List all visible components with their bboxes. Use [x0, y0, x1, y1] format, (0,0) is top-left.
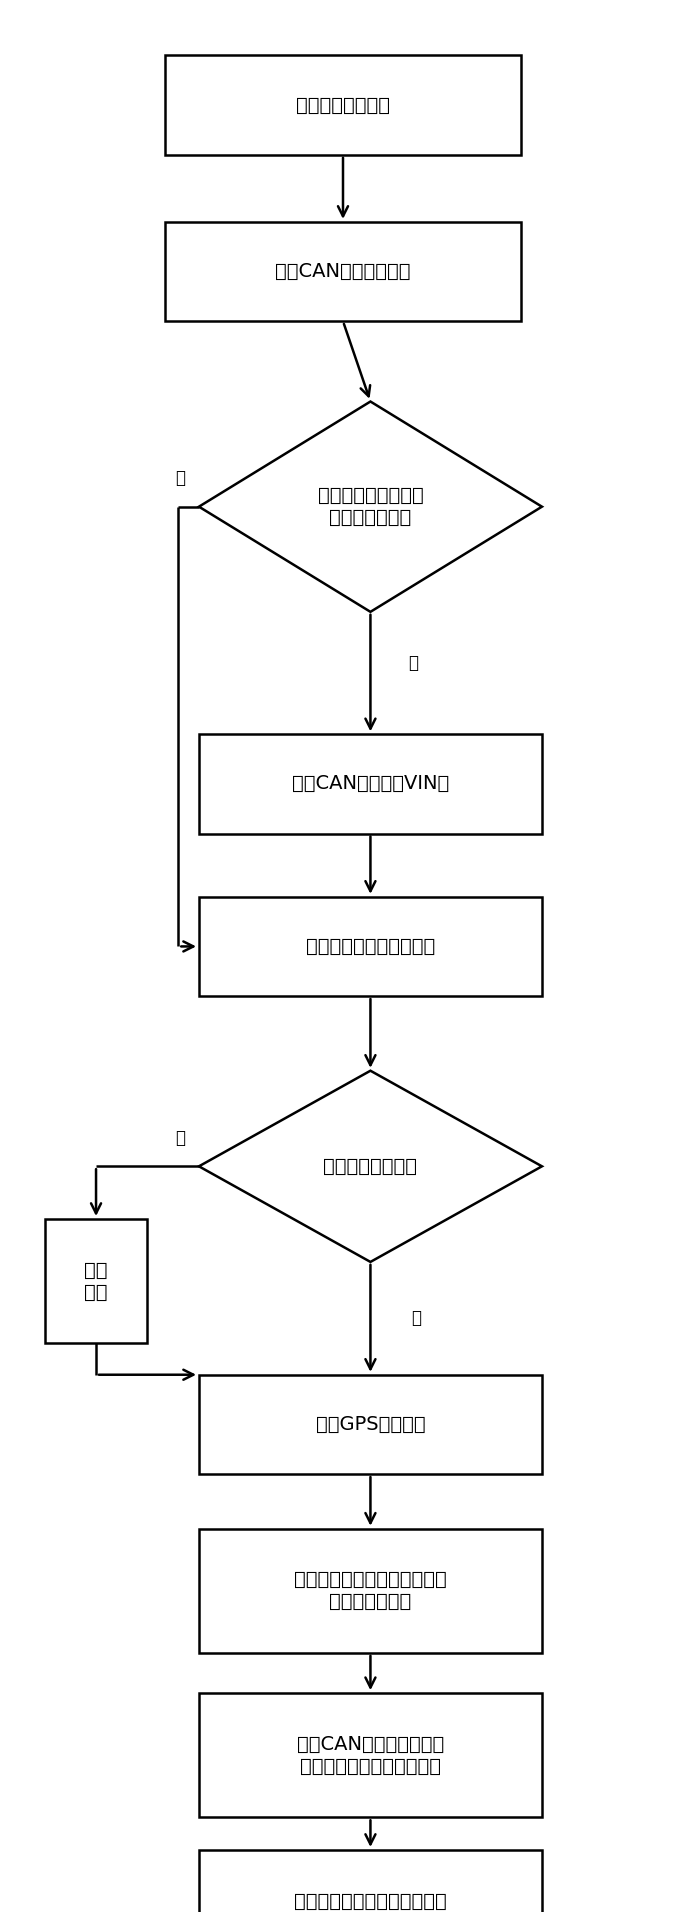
- Bar: [199, 1375, 542, 1474]
- Text: 开始计算车辆荷载: 开始计算车辆荷载: [296, 96, 390, 115]
- Text: 有: 有: [175, 468, 185, 488]
- Text: 无: 无: [408, 654, 418, 673]
- Bar: [165, 222, 521, 321]
- Bar: [199, 1530, 542, 1652]
- Bar: [45, 1220, 147, 1344]
- Text: 读取GPS位置信息: 读取GPS位置信息: [316, 1415, 425, 1434]
- Bar: [199, 1851, 542, 1912]
- Text: 根据采集信息和存储模块中相
关信息计算荷载量: 根据采集信息和存储模块中相 关信息计算荷载量: [294, 1891, 447, 1912]
- Bar: [165, 55, 521, 155]
- Text: 是: 是: [175, 1128, 185, 1147]
- Text: 否: 否: [412, 1310, 422, 1327]
- Bar: [199, 1694, 542, 1816]
- Bar: [199, 734, 542, 834]
- Text: 利用CAN采集车辆VIN码: 利用CAN采集车辆VIN码: [292, 774, 449, 793]
- Text: 向平台请求车辆相关参数: 向平台请求车辆相关参数: [306, 937, 435, 956]
- Text: 保存
参数: 保存 参数: [84, 1260, 108, 1302]
- Polygon shape: [199, 1071, 542, 1262]
- Text: 参数存储模块中是否
有对应车型信息: 参数存储模块中是否 有对应车型信息: [318, 486, 423, 528]
- Polygon shape: [199, 402, 542, 612]
- Bar: [199, 897, 542, 996]
- Text: 利用CAN采集车辆型号: 利用CAN采集车辆型号: [275, 262, 411, 281]
- Text: 利用CAN采集车速、扭矩
利用六轴采集加速度、坡度: 利用CAN采集车速、扭矩 利用六轴采集加速度、坡度: [297, 1734, 444, 1776]
- Text: 向平台请求当前位置的天气、
风速及路况信息: 向平台请求当前位置的天气、 风速及路况信息: [294, 1570, 447, 1612]
- Text: 是否需要更新参数: 是否需要更新参数: [323, 1157, 418, 1176]
